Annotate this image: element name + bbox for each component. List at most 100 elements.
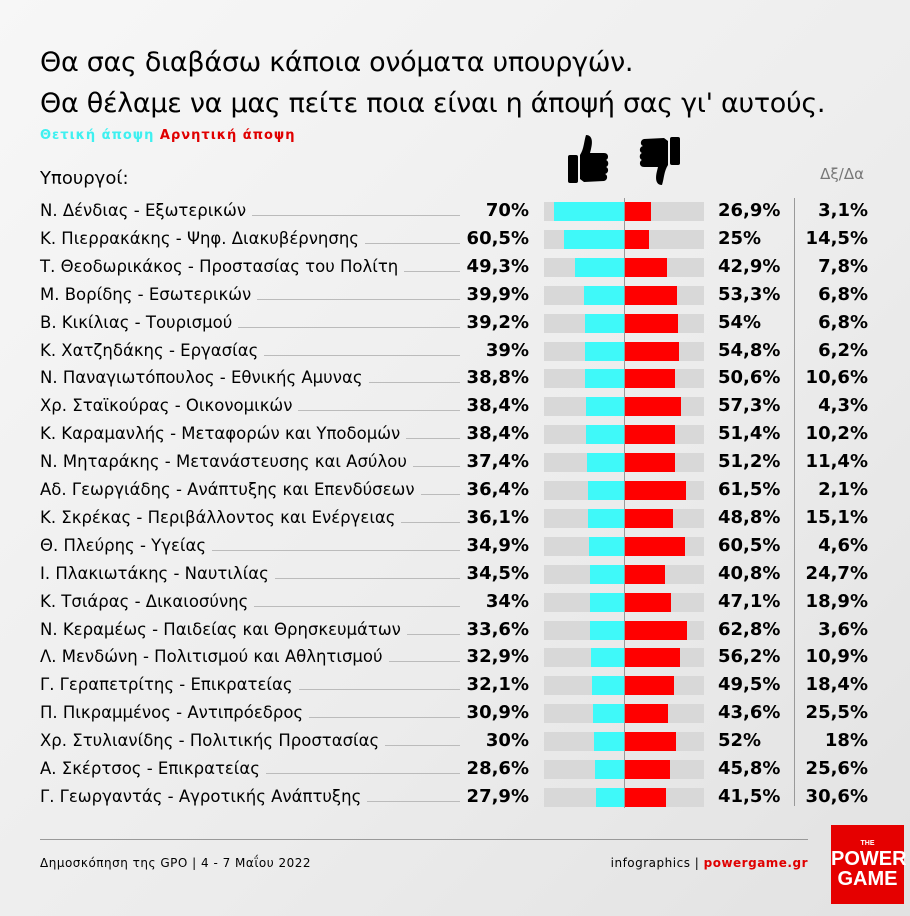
minister-label: Χρ. Στυλιανίδης - Πολιτικής Προστασίας	[40, 731, 460, 750]
negative-value-label: 49,5%	[718, 674, 781, 696]
dk-header: Δξ/Δα	[820, 165, 864, 183]
chart-row: Ν. Μηταράκης - Μετανάστευσης και Ασύλου 3…	[0, 450, 910, 476]
leader-line	[420, 494, 460, 495]
minister-label: Λ. Μενδώνη - Πολιτισμού και Αθλητισμού	[40, 647, 460, 666]
dk-value-label: 2,1%	[818, 479, 868, 500]
leader-line	[254, 605, 460, 607]
negative-bar	[624, 648, 681, 668]
negative-bar	[624, 787, 666, 807]
chart-row: Γ. Γεωργαντάς - Αγροτικής Ανάπτυξης 27,9%…	[0, 785, 910, 811]
negative-value-label: 26,9%	[718, 200, 781, 221]
dk-value-label: 18%	[824, 730, 868, 752]
leader-line	[367, 800, 460, 802]
minister-label: Θ. Πλεύρης - Υγείας	[40, 536, 460, 555]
negative-bar	[624, 760, 670, 779]
negative-value-label: 57,3%	[718, 395, 781, 417]
negative-bar	[624, 453, 676, 473]
dk-value-label: 18,4%	[805, 674, 868, 696]
leader-line	[264, 354, 460, 356]
positive-bar	[590, 592, 624, 612]
chart-row: Α. Σκέρτσος - Επικρατείας 28,6% 45,8% 25,6%	[0, 757, 910, 783]
chart-row: Λ. Μενδώνη - Πολιτισμού και Αθλητισμού 32…	[0, 645, 910, 671]
minister-label: Α. Σκέρτσος - Επικρατείας	[40, 759, 460, 778]
positive-value-label: 39%	[485, 339, 529, 361]
positive-bar	[587, 508, 624, 528]
negative-value-label: 62,8%	[718, 618, 781, 640]
leader-line	[365, 242, 460, 244]
minister-label: Ν. Κεραμέως - Παιδείας και Θρησκευμάτων	[40, 620, 460, 639]
positive-value-label: 49,3%	[466, 255, 529, 277]
negative-value-label: 25%	[718, 227, 762, 249]
positive-bar	[554, 202, 624, 221]
positive-value-label: 38,8%	[466, 367, 529, 389]
minister-label: Κ. Τσιάρας - Δικαιοσύνης	[40, 592, 460, 611]
leader-line	[298, 410, 460, 412]
site-link[interactable]: powergame.gr	[703, 856, 808, 870]
chart-row: Χρ. Στυλιανίδης - Πολιτικής Προστασίας 30…	[0, 729, 910, 755]
negative-value-label: 47,1%	[718, 590, 781, 612]
positive-bar	[563, 229, 624, 249]
thumbs-down-icon	[639, 137, 680, 185]
negative-value-label: 56,2%	[718, 646, 781, 668]
negative-value-label: 41,5%	[718, 785, 781, 807]
positive-bar	[596, 787, 624, 807]
minister-label: Ν. Παναγιωτόπουλος - Εθνικής Αμυνας	[40, 368, 460, 387]
dk-value-label: 10,6%	[805, 367, 868, 389]
minister-label: Κ. Σκρέκας - Περιβάλλοντος και Ενέργειας	[40, 508, 460, 527]
dk-value-label: 18,9%	[805, 590, 868, 612]
minister-label: Ι. Πλακιωτάκης - Ναυτιλίας	[40, 564, 460, 583]
positive-bar	[591, 648, 624, 668]
leader-line	[238, 326, 460, 328]
positive-bar	[591, 676, 624, 696]
chart-row: Ν. Παναγιωτόπουλος - Εθνικής Αμυνας 38,8%…	[0, 366, 910, 392]
positive-value-label: 39,2%	[466, 311, 529, 333]
positive-value-label: 36,1%	[466, 506, 529, 528]
footer-divider	[40, 839, 808, 840]
legend: Θετική άποψη Αρνητική άποψη	[40, 128, 296, 143]
chart-row: Γ. Γεραπετρίτης - Επικρατείας 32,1% 49,5% 1…	[0, 673, 910, 699]
chart-row: Τ. Θεοδωρικάκος - Προστασίας του Πολίτη 4…	[0, 255, 910, 281]
leader-line	[388, 661, 460, 663]
negative-bar	[624, 732, 676, 752]
positive-value-label: 34,5%	[466, 562, 529, 584]
chart-row: Θ. Πλεύρης - Υγείας 34,9% 60,5% 4,6%	[0, 534, 910, 560]
chart-row: Κ. Σκρέκας - Περιβάλλοντος και Ενέργειας…	[0, 506, 910, 532]
chart-row: Ν. Δένδιας - Εξωτερικών 70% 26,9% 3,1%	[0, 199, 910, 225]
negative-bar	[624, 536, 685, 556]
negative-value-label: 51,4%	[718, 423, 781, 445]
positive-bar	[589, 564, 624, 584]
positive-value-label: 27,9%	[466, 785, 529, 807]
minister-label: Μ. Βορίδης - Εσωτερικών	[40, 285, 460, 304]
chart-title-line2: Θα θέλαμε να μας πείτε ποια είναι η άποψ…	[40, 88, 826, 119]
positive-value-label: 38,4%	[466, 395, 529, 417]
footer-credit: infographics | powergame.gr	[611, 856, 808, 870]
dk-value-label: 11,4%	[805, 451, 868, 473]
dk-value-label: 6,8%	[818, 283, 868, 305]
chart-row: Ι. Πλακιωτάκης - Ναυτιλίας 34,5% 40,8% 24,7…	[0, 562, 910, 588]
negative-value-label: 45,8%	[718, 758, 781, 779]
chart-row: Μ. Βορίδης - Εσωτερικών 39,9% 53,3% 6,8%	[0, 283, 910, 309]
negative-value-label: 40,8%	[718, 562, 781, 584]
dk-value-label: 4,3%	[818, 395, 868, 417]
negative-bar	[624, 397, 682, 417]
leader-line	[274, 577, 460, 579]
positive-value-label: 38,4%	[466, 423, 529, 445]
negative-bar	[624, 481, 686, 500]
minister-label: Κ. Χατζηδάκης - Εργασίας	[40, 341, 460, 360]
negative-bar	[624, 341, 679, 361]
negative-bar	[624, 508, 673, 528]
positive-bar	[584, 285, 624, 305]
minister-label: Χρ. Σταϊκούρας - Οικονομικών	[40, 396, 460, 415]
positive-value-label: 32,1%	[466, 674, 529, 696]
negative-value-label: 48,8%	[718, 506, 781, 528]
positive-value-label: 33,6%	[466, 618, 529, 640]
negative-value-label: 43,6%	[718, 702, 781, 724]
leader-line	[368, 382, 460, 384]
dk-value-label: 6,2%	[818, 339, 868, 361]
dk-value-label: 24,7%	[805, 562, 868, 584]
minister-label: Αδ. Γεωργιάδης - Ανάπτυξης και Επενδύσεω…	[40, 480, 460, 499]
negative-value-label: 42,9%	[718, 255, 781, 277]
dk-value-label: 4,6%	[818, 534, 868, 556]
chart-row: Κ. Τσιάρας - Δικαιοσύνης 34% 47,1% 18,9%	[0, 590, 910, 616]
negative-bar	[624, 369, 675, 389]
